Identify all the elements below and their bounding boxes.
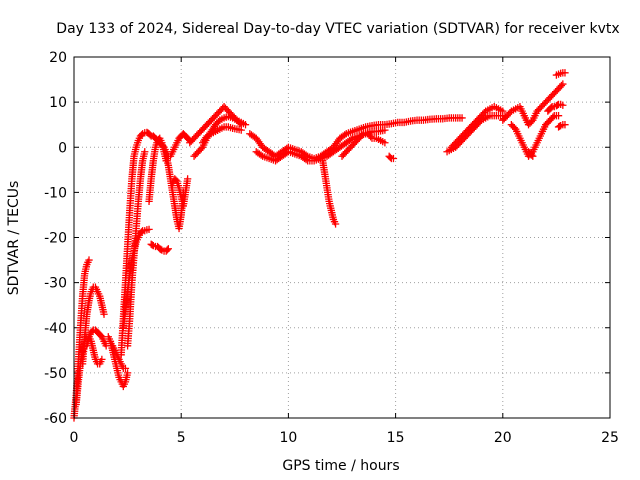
data-point-marker — [561, 69, 569, 77]
plot-frame — [73, 56, 611, 419]
data-point-marker — [559, 101, 567, 109]
series-track-t — [319, 157, 340, 228]
data-point-marker — [100, 310, 108, 318]
data-point-marker — [146, 131, 154, 139]
series-track-ab — [544, 100, 567, 115]
data-point-marker — [85, 256, 93, 264]
data-point-marker — [145, 225, 153, 234]
series-track-p — [190, 112, 250, 160]
y-tick-label: -30 — [44, 276, 67, 292]
series-track-aa — [524, 148, 537, 160]
data-point-marker — [547, 104, 555, 112]
series-track-f — [108, 342, 130, 373]
x-tick-label: 5 — [177, 430, 186, 446]
x-axis-label: GPS time / hours — [282, 458, 399, 474]
data-point-marker — [183, 175, 192, 183]
data-point-marker — [528, 151, 536, 159]
data-point-marker — [381, 139, 389, 147]
series-track-ac — [552, 69, 569, 79]
x-tick-label: 20 — [494, 430, 512, 446]
series-track-ad — [554, 121, 569, 131]
chart-title: Day 133 of 2024, Sidereal Day-to-day VTE… — [56, 21, 619, 37]
series-track-b — [72, 333, 106, 409]
data-points — [70, 69, 569, 422]
data-point-marker — [554, 112, 563, 120]
data-point-marker — [123, 369, 132, 377]
data-point-marker — [331, 220, 340, 228]
x-tick-label: 0 — [70, 430, 79, 446]
series-track-i — [123, 148, 149, 350]
series-track-k — [145, 134, 170, 206]
series-track-l — [147, 240, 172, 255]
data-point-marker — [163, 246, 171, 254]
y-tick-label: -40 — [44, 321, 67, 337]
y-tick-label: 10 — [49, 95, 67, 111]
x-tick-label: 10 — [279, 430, 297, 446]
data-point-marker — [559, 80, 567, 88]
y-tick-label: -50 — [44, 366, 67, 382]
data-point-marker — [389, 154, 398, 163]
series-track-v — [385, 152, 398, 163]
data-point-marker — [561, 121, 569, 129]
data-point-marker — [121, 364, 130, 373]
series-track-s — [252, 126, 389, 165]
grid-lines — [74, 57, 610, 418]
series-track-u — [338, 130, 389, 160]
data-point-marker — [529, 152, 537, 160]
data-point-marker — [458, 114, 466, 122]
data-point-marker — [141, 148, 149, 156]
y-axis-label: SDTVAR / TECUs — [6, 181, 22, 296]
axis-ticks: 0 5 10 15 20 25 -60 -50 -40 -30 -20 -10 0 10 20 — [44, 50, 619, 446]
data-point-marker — [137, 228, 146, 236]
y-tick-label: 0 — [58, 140, 67, 156]
series-track-o — [186, 102, 245, 147]
y-tick-label: 20 — [49, 50, 67, 66]
x-tick-label: 25 — [601, 430, 619, 446]
series-track-y — [499, 80, 567, 129]
data-point-marker — [386, 153, 394, 162]
series-track-c — [78, 283, 108, 368]
y-tick-label: -60 — [44, 411, 67, 427]
series-track-d — [83, 326, 110, 350]
y-tick-label: -10 — [44, 185, 67, 201]
data-point-marker — [237, 126, 245, 134]
data-point-marker — [381, 126, 389, 134]
series-track-n — [168, 175, 192, 210]
data-point-marker — [98, 355, 106, 363]
series-track-q — [198, 123, 245, 147]
y-tick-label: -20 — [44, 231, 67, 247]
data-point-marker — [241, 121, 250, 129]
data-point-marker — [164, 245, 172, 253]
x-tick-label: 15 — [387, 430, 405, 446]
